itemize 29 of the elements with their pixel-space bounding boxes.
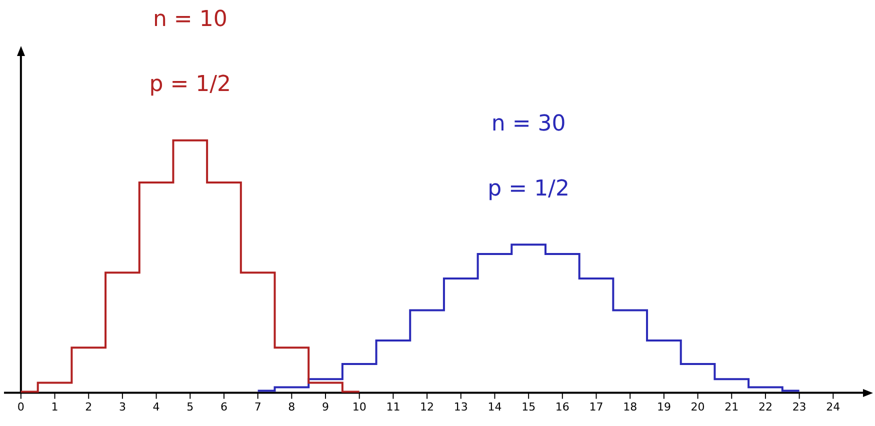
x-tick-label: 6 bbox=[220, 400, 228, 414]
x-tick-label: 9 bbox=[322, 400, 330, 414]
x-tick-label: 15 bbox=[522, 400, 536, 414]
x-tick-label: 3 bbox=[118, 400, 126, 414]
x-tick-label: 24 bbox=[826, 400, 840, 414]
x-tick-label: 4 bbox=[152, 400, 160, 414]
text: n = 30 bbox=[491, 111, 566, 136]
x-tick-label: 10 bbox=[352, 400, 366, 414]
x-tick-label: 20 bbox=[690, 400, 705, 414]
x-tick-label: 14 bbox=[488, 400, 502, 414]
text: n = 10 bbox=[152, 7, 228, 32]
x-tick-label: 13 bbox=[454, 400, 468, 414]
x-tick-label: 5 bbox=[186, 400, 194, 414]
x-tick-label: 18 bbox=[623, 400, 638, 414]
x-tick-label: 12 bbox=[420, 400, 434, 414]
text: p = 1/2 bbox=[149, 72, 232, 98]
x-tick-label: 16 bbox=[555, 400, 570, 414]
x-tick-label: 17 bbox=[589, 400, 604, 414]
x-tick-label: 7 bbox=[254, 400, 262, 414]
annotation: p = 1/2 bbox=[488, 176, 570, 202]
x-tick-label: 19 bbox=[656, 400, 671, 414]
x-tick-label: 23 bbox=[792, 400, 806, 414]
x-tick-label: 8 bbox=[288, 400, 296, 414]
x-tick-label: 11 bbox=[386, 400, 400, 414]
x-tick-label: 2 bbox=[85, 400, 92, 414]
x-tick-label: 22 bbox=[758, 400, 772, 414]
x-tick-label: 0 bbox=[17, 400, 24, 414]
x-tick-label: 1 bbox=[51, 400, 58, 414]
x-tick-label: 21 bbox=[724, 400, 739, 414]
